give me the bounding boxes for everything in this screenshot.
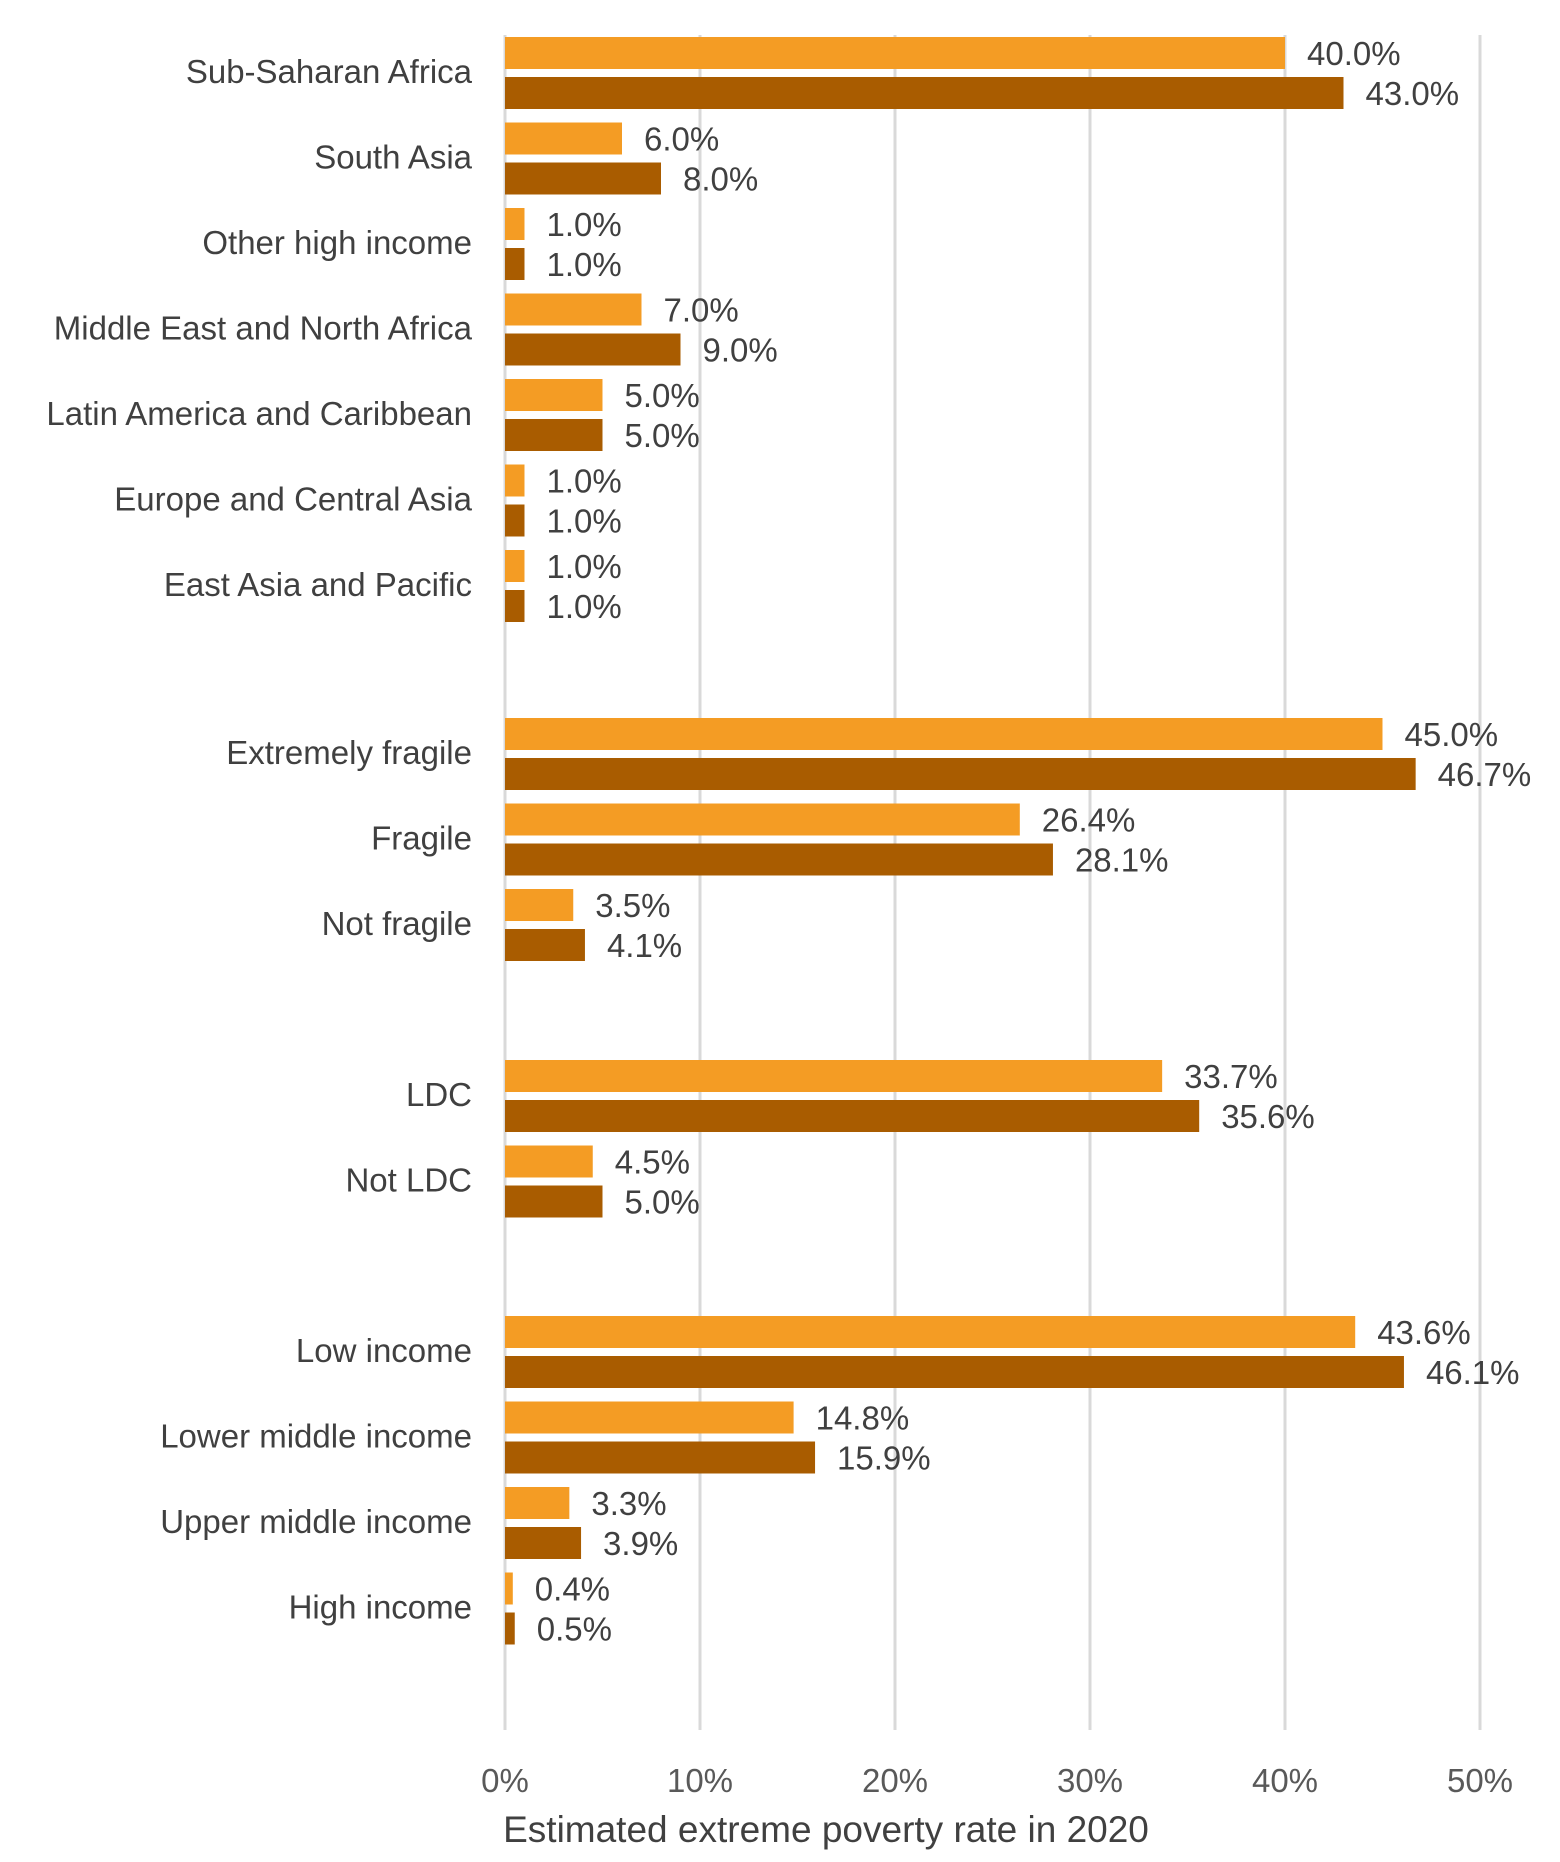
data-label: 6.0% xyxy=(644,121,719,158)
data-label: 8.0% xyxy=(683,161,758,198)
data-label: 40.0% xyxy=(1307,35,1401,72)
data-label: 1.0% xyxy=(547,588,622,625)
bar xyxy=(505,929,585,961)
bar xyxy=(505,1185,603,1218)
bar xyxy=(505,889,574,921)
data-label: 9.0% xyxy=(703,332,778,369)
bar xyxy=(505,1441,816,1474)
data-label: 4.5% xyxy=(615,1144,690,1181)
category-label: Latin America and Caribbean xyxy=(46,395,472,432)
x-tick-label: 50% xyxy=(1447,1762,1513,1799)
category-label: Fragile xyxy=(371,820,472,857)
bar xyxy=(505,590,525,622)
bar xyxy=(505,843,1053,876)
bar xyxy=(505,1401,794,1434)
data-label: 1.0% xyxy=(547,463,622,500)
labels: 0% 10% 20% 30% 40% 50% Sub-Saharan Africa 40.0%… xyxy=(46,35,1531,1799)
x-tick-label: 10% xyxy=(667,1762,733,1799)
data-label: 26.4% xyxy=(1042,802,1136,839)
data-label: 33.7% xyxy=(1184,1058,1278,1095)
bar xyxy=(505,718,1383,750)
data-label: 43.6% xyxy=(1377,1314,1471,1351)
category-label: Not LDC xyxy=(345,1162,472,1199)
category-label: Europe and Central Asia xyxy=(114,481,472,518)
bar xyxy=(505,77,1344,109)
data-label: 5.0% xyxy=(625,1184,700,1221)
bar xyxy=(505,758,1416,790)
data-label: 4.1% xyxy=(607,927,682,964)
category-label: Extremely fragile xyxy=(226,734,472,771)
data-label: 3.9% xyxy=(603,1525,678,1562)
category-label: High income xyxy=(289,1589,472,1626)
category-label: Sub-Saharan Africa xyxy=(186,53,473,90)
x-tick-label: 0% xyxy=(481,1762,529,1799)
category-label: South Asia xyxy=(314,139,472,176)
data-label: 3.5% xyxy=(595,887,670,924)
bar xyxy=(505,37,1285,69)
data-label: 3.3% xyxy=(591,1485,666,1522)
x-tick-label: 40% xyxy=(1252,1762,1318,1799)
data-label: 46.7% xyxy=(1438,756,1532,793)
bar xyxy=(505,293,642,326)
data-label: 1.0% xyxy=(547,548,622,585)
data-label: 7.0% xyxy=(664,292,739,329)
category-label: LDC xyxy=(406,1076,472,1113)
category-label: Low income xyxy=(296,1332,472,1369)
data-label: 0.4% xyxy=(535,1571,610,1608)
bar xyxy=(505,1145,593,1178)
bar xyxy=(505,122,622,155)
bar xyxy=(505,1612,515,1645)
gridlines xyxy=(503,35,1482,1730)
x-tick-label: 20% xyxy=(862,1762,928,1799)
bar xyxy=(505,248,525,280)
bars xyxy=(505,37,1416,1645)
category-label: Other high income xyxy=(202,224,472,261)
data-label: 5.0% xyxy=(625,417,700,454)
bar xyxy=(505,1100,1200,1132)
x-axis-title: Estimated extreme poverty rate in 2020 xyxy=(503,1809,1149,1850)
bar xyxy=(505,1487,570,1519)
category-label: Lower middle income xyxy=(160,1418,472,1455)
data-label: 15.9% xyxy=(837,1440,931,1477)
bar xyxy=(505,1527,582,1559)
data-label: 0.5% xyxy=(537,1611,612,1648)
data-label: 45.0% xyxy=(1405,716,1499,753)
data-label: 5.0% xyxy=(625,377,700,414)
data-label: 35.6% xyxy=(1221,1098,1315,1135)
data-label: 43.0% xyxy=(1366,75,1460,112)
bar xyxy=(505,1572,513,1605)
bar xyxy=(505,504,525,537)
bar xyxy=(505,333,681,366)
data-label: 14.8% xyxy=(816,1400,910,1437)
data-label: 46.1% xyxy=(1426,1354,1520,1391)
x-tick-label: 30% xyxy=(1057,1762,1123,1799)
bar xyxy=(505,162,661,195)
bar xyxy=(505,1060,1163,1092)
category-label: Upper middle income xyxy=(160,1503,472,1540)
bar xyxy=(505,1356,1404,1388)
bar xyxy=(505,803,1020,836)
bar xyxy=(505,379,603,411)
category-label: East Asia and Pacific xyxy=(164,566,472,603)
bar xyxy=(505,1316,1356,1348)
category-label: Not fragile xyxy=(322,905,472,942)
data-label: 1.0% xyxy=(547,503,622,540)
bar xyxy=(505,208,525,240)
category-label: Middle East and North Africa xyxy=(54,310,473,347)
data-label: 1.0% xyxy=(547,246,622,283)
bar xyxy=(505,550,525,582)
data-label: 28.1% xyxy=(1075,842,1169,879)
bar xyxy=(505,419,603,451)
bar xyxy=(505,464,525,497)
data-label: 1.0% xyxy=(547,206,622,243)
